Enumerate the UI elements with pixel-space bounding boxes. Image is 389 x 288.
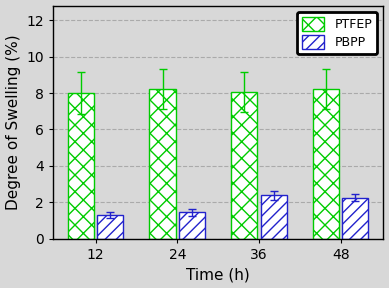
Legend: PTFEP, PBPP: PTFEP, PBPP xyxy=(297,12,377,54)
Bar xyxy=(342,198,368,239)
Bar xyxy=(179,213,205,239)
Bar xyxy=(261,195,287,239)
Bar xyxy=(97,215,123,239)
X-axis label: Time (h): Time (h) xyxy=(186,268,250,283)
Bar xyxy=(231,92,257,239)
Bar xyxy=(313,89,339,239)
Bar xyxy=(68,93,94,239)
Bar xyxy=(149,89,175,239)
Y-axis label: Degree of Swelling (%): Degree of Swelling (%) xyxy=(5,34,21,210)
